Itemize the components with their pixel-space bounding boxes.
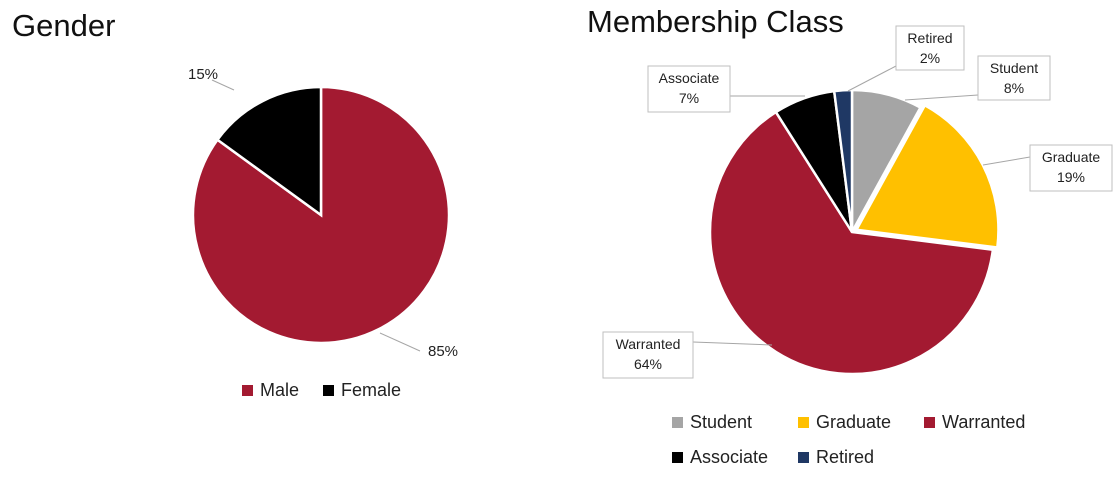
membership-data-labels: Student 8% Graduate 19% Warranted 64% Associat… xyxy=(602,25,1113,379)
gender-label-male: 85% xyxy=(428,343,458,360)
gender-legend-swatch-female xyxy=(323,385,334,396)
membership-slice-warranted xyxy=(708,110,995,376)
membership-leader-student xyxy=(904,94,979,101)
membership-callout-name-retired: Retired xyxy=(907,30,952,46)
gender-legend-label-female: Female xyxy=(341,380,401,400)
membership-legend-label-graduate: Graduate xyxy=(816,412,891,432)
membership-callout-value-graduate: 19% xyxy=(1057,169,1085,185)
membership-callout-student xyxy=(977,55,1051,101)
membership-legend: Student Graduate Warranted Associate Retired xyxy=(672,412,1025,467)
gender-leader-female xyxy=(211,79,235,91)
membership-leader-lines xyxy=(692,65,1031,346)
membership-legend-label-warranted: Warranted xyxy=(942,412,1025,432)
membership-callout-warranted xyxy=(602,331,694,379)
membership-callout-associate xyxy=(647,65,731,113)
membership-callout-name-graduate: Graduate xyxy=(1042,149,1101,165)
membership-callout-value-associate: 7% xyxy=(679,90,699,106)
membership-callout-retired xyxy=(895,25,965,71)
gender-leader-male xyxy=(379,332,421,352)
gender-data-labels: 85% 15% xyxy=(188,66,458,360)
membership-callout-value-student: 8% xyxy=(1004,80,1024,96)
gender-chart-title: Gender xyxy=(12,8,115,43)
membership-chart-title: Membership Class xyxy=(587,4,844,39)
membership-legend-swatch-graduate xyxy=(798,417,809,428)
membership-legend-swatch-warranted xyxy=(924,417,935,428)
gender-leader-lines xyxy=(211,79,421,352)
membership-legend-label-retired: Retired xyxy=(816,447,874,467)
membership-callout-name-student: Student xyxy=(990,60,1038,76)
gender-legend-swatch-male xyxy=(242,385,253,396)
membership-legend-swatch-associate xyxy=(672,452,683,463)
membership-callout-name-associate: Associate xyxy=(659,70,720,86)
membership-chart: Membership Class Student 8% Graduate 19% War… xyxy=(587,4,1113,467)
gender-slice-female xyxy=(215,85,323,218)
membership-legend-label-student: Student xyxy=(690,412,752,432)
membership-slice-graduate xyxy=(854,103,1000,249)
gender-legend-label-male: Male xyxy=(260,380,299,400)
membership-legend-label-associate: Associate xyxy=(690,447,768,467)
membership-callout-graduate xyxy=(1029,144,1113,192)
membership-callout-value-retired: 2% xyxy=(920,50,940,66)
membership-leader-retired xyxy=(847,65,897,92)
membership-legend-swatch-student xyxy=(672,417,683,428)
gender-label-female: 15% xyxy=(188,66,218,83)
membership-callout-value-warranted: 64% xyxy=(634,356,662,372)
membership-callout-name-warranted: Warranted xyxy=(616,336,681,352)
gender-legend: Male Female xyxy=(242,380,401,400)
membership-leader-warranted xyxy=(692,341,773,346)
membership-legend-swatch-retired xyxy=(798,452,809,463)
gender-chart: Gender 85% 15% Male Female xyxy=(12,8,458,400)
membership-pie xyxy=(708,88,1000,376)
membership-slice-retired xyxy=(832,88,854,233)
membership-leader-graduate xyxy=(982,156,1031,166)
gender-pie xyxy=(191,85,451,345)
